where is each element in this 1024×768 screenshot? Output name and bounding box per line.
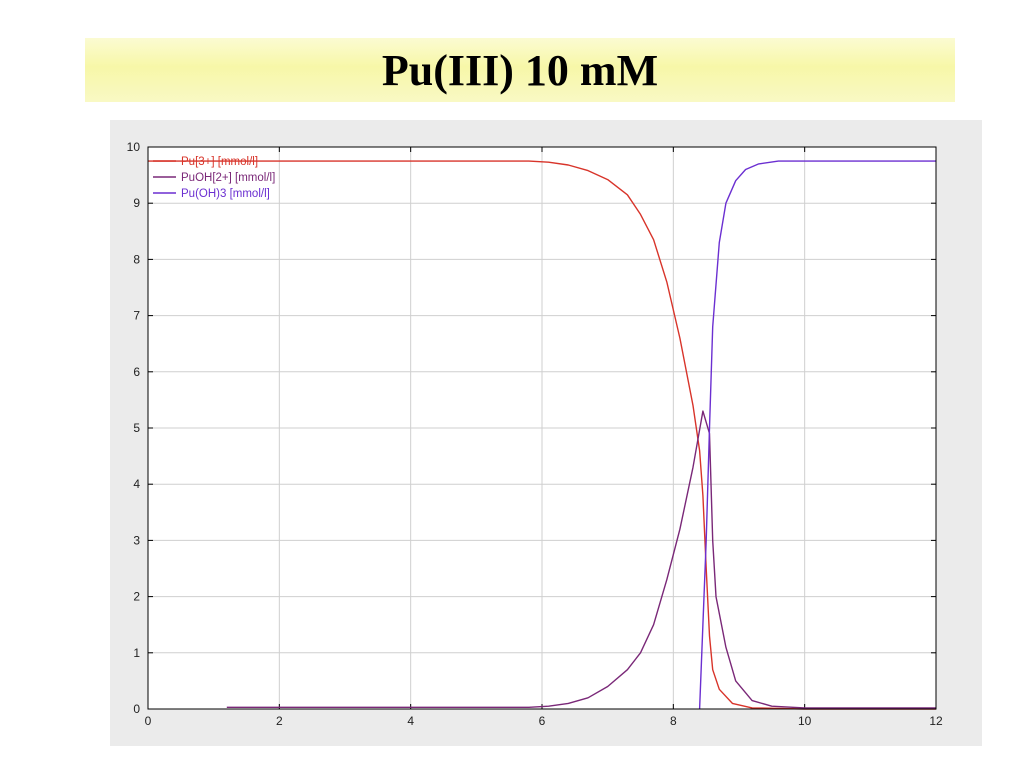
series-lines (148, 160, 936, 710)
y-tick-label: 8 (133, 252, 140, 266)
y-tick-label: 3 (133, 533, 140, 547)
grid-lines (148, 147, 936, 709)
series-line-1 (226, 410, 936, 709)
y-tick-label: 4 (133, 477, 140, 491)
chart-panel: 0 2 4 6 8 10 12 0 1 2 3 4 5 6 7 8 9 10 Pu[3+] [mmol/l] PuO… (110, 120, 982, 746)
y-tick-label: 10 (127, 140, 141, 154)
slide-title: Pu(III) 10 mM (381, 45, 659, 95)
y-tick-label: 9 (133, 196, 140, 210)
series-line-0 (148, 160, 936, 710)
y-tick-label: 5 (133, 421, 140, 435)
legend-label-1: PuOH[2+] [mmol/l] (181, 172, 275, 184)
legend-label-0: Pu[3+] [mmol/l] (181, 156, 258, 168)
title-band: Pu(III) 10 mM (85, 38, 955, 102)
plot-frame (147, 146, 937, 710)
y-tick-label: 0 (133, 702, 140, 716)
y-tick-label: 7 (133, 309, 140, 323)
x-tick-label: 0 (145, 714, 152, 728)
legend-label-2: Pu(OH)3 [mmol/l] (181, 188, 270, 200)
x-tick-label: 8 (670, 714, 677, 728)
x-tick-label: 12 (929, 714, 943, 728)
y-tick-label: 2 (133, 590, 140, 604)
series-line-2 (698, 160, 936, 710)
x-tick-label: 2 (276, 714, 283, 728)
x-tick-label: 10 (798, 714, 812, 728)
x-tick-label: 6 (539, 714, 546, 728)
x-tick-label: 4 (407, 714, 414, 728)
legend: Pu[3+] [mmol/l] PuOH[2+] [mmol/l] Pu(OH)3 … (153, 156, 275, 200)
y-tick-label: 1 (133, 646, 140, 660)
y-tick-label: 6 (133, 365, 140, 379)
